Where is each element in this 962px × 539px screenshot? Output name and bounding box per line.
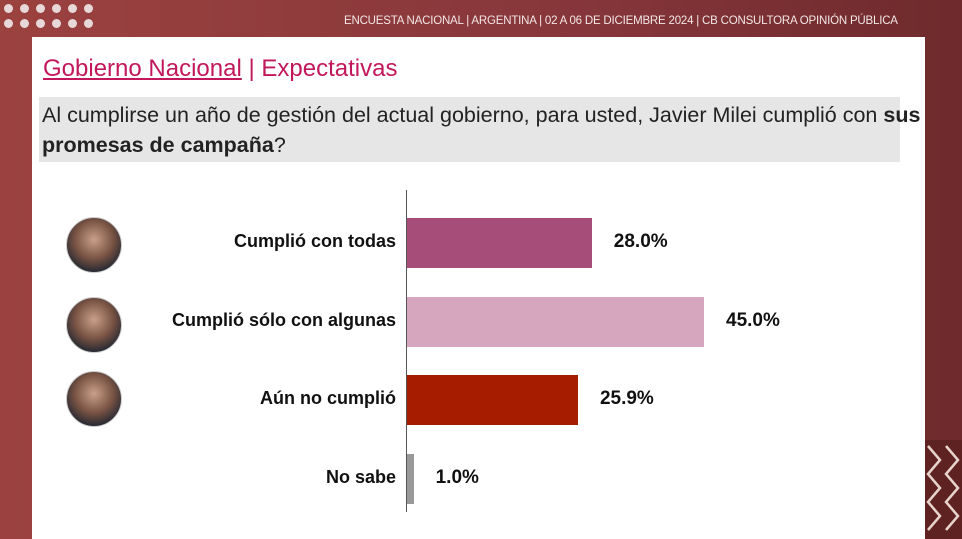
slide-title: Gobierno Nacional | Expectativas [43,55,397,83]
zigzag-decoration [925,440,962,539]
title-separator: | [241,55,262,82]
question-text: Al cumplirse un año de gestión del actua… [42,103,884,127]
data-label: 1.0% [435,467,479,488]
milei-photo-2 [66,297,122,353]
milei-photo-3 [66,371,122,427]
category-label: Cumplió con todas [234,231,396,251]
data-label: 28.0% [613,231,668,252]
bar [407,375,578,425]
category-label: No sabe [325,467,396,487]
decorative-dots [4,4,93,28]
topic-title: Expectativas [261,55,398,82]
question-end: ? [273,133,286,157]
section-title: Gobierno Nacional [43,55,242,82]
bar [407,297,704,347]
category-label: Aún no cumplió [260,388,396,408]
bar [407,218,592,268]
data-label: 45.0% [726,310,780,331]
category-label: Cumplió sólo con algunas [171,310,396,330]
bar [407,454,414,504]
header-text: ENCUESTA NACIONAL | ARGENTINA | 02 A 06 … [344,15,898,27]
data-label: 25.9% [599,388,654,409]
milei-photo-1 [66,217,122,273]
question: Al cumplirse un año de gestión del actua… [42,100,962,160]
question-bold: sus promesas de campaña [42,103,921,157]
y-axis-line [406,190,407,512]
question-box [39,97,900,162]
